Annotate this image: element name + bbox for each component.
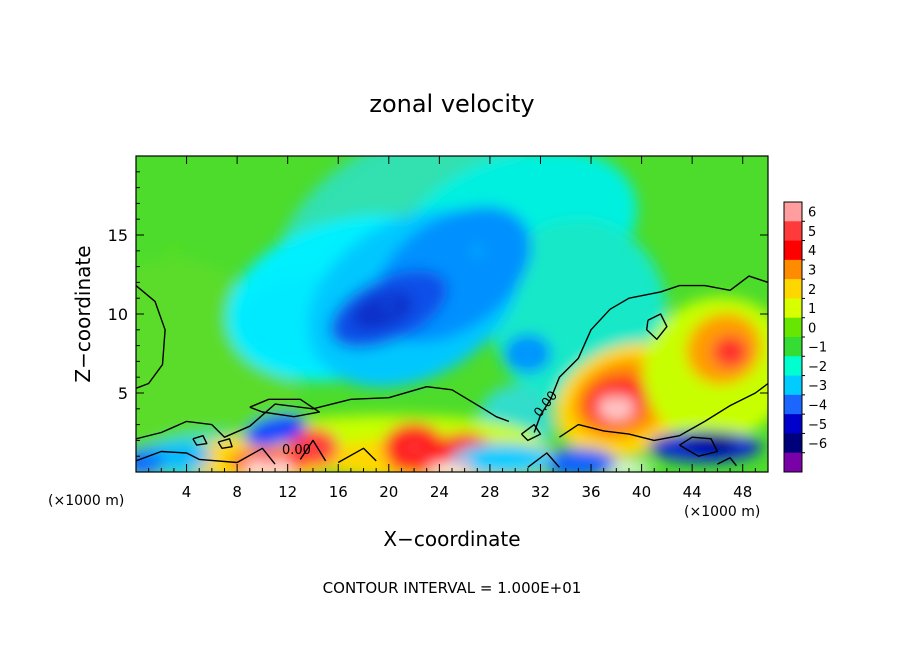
colorbar-label: 1 — [808, 302, 816, 317]
field-minimum — [574, 460, 583, 469]
colorbar-label: 5 — [808, 225, 816, 240]
field-maximum — [610, 394, 623, 407]
field-minimum — [523, 349, 532, 358]
x-tick-label: 16 — [329, 483, 348, 501]
y-axis-label: Z−coordinate — [71, 245, 95, 382]
colorbar-swatch — [784, 221, 802, 241]
colorbar-label: −3 — [808, 379, 827, 394]
velocity-field — [136, 156, 768, 472]
contour-line — [192, 435, 208, 446]
x-unit-left: (×1000 m) — [48, 493, 124, 509]
field-maximum — [408, 442, 421, 455]
colorbar-swatch — [784, 452, 802, 473]
contour-line — [521, 423, 542, 442]
field-minimum — [698, 442, 711, 455]
contour-line — [527, 452, 560, 468]
colorbar-swatch — [784, 375, 802, 396]
plot-area — [136, 156, 768, 472]
colorbar-swatch — [784, 394, 802, 415]
field-patch — [685, 434, 737, 454]
contour-line — [533, 275, 768, 433]
field-minimum — [473, 246, 482, 255]
field-maximum — [458, 458, 471, 471]
colorbar-label: −4 — [808, 399, 827, 414]
colorbar-swatch — [784, 337, 802, 357]
x-tick-label: 28 — [480, 483, 499, 501]
colorbar-label: 6 — [808, 206, 816, 221]
contour-line — [217, 438, 233, 449]
colorbar-label: 4 — [808, 244, 816, 259]
contour-line — [249, 398, 320, 418]
x-tick-label: 24 — [430, 483, 449, 501]
x-tick-label: 48 — [733, 483, 752, 501]
x-tick-label: 12 — [278, 483, 297, 501]
contour-line — [136, 447, 276, 465]
field-maximum — [262, 458, 275, 471]
x-unit-right: (×1000 m) — [684, 504, 760, 520]
field-patch — [598, 394, 635, 420]
contour-line — [136, 386, 510, 440]
x-tick-label: 8 — [232, 483, 242, 501]
y-tick-label: 15 — [108, 226, 128, 245]
colorbar-label: −6 — [808, 437, 827, 452]
x-axis: 4 8 12 16 20 24 28 32 36 40 44 48 — [148, 156, 756, 501]
field-patch — [352, 292, 413, 330]
x-tick-label: 32 — [531, 483, 550, 501]
field-minimum — [384, 302, 393, 311]
x-tick-label: 20 — [379, 483, 398, 501]
contour-line — [717, 457, 737, 467]
colorbar-label: 3 — [808, 264, 816, 279]
contour-line — [299, 439, 327, 462]
x-tick-label: 36 — [581, 483, 600, 501]
colorbar-swatch — [784, 433, 802, 454]
colorbar-swatch — [784, 259, 802, 280]
colorbar-swatch — [784, 202, 802, 222]
contour-line — [679, 436, 719, 457]
field-minimum — [169, 246, 178, 255]
contour-line — [337, 447, 377, 464]
zero-contours — [136, 275, 768, 468]
colorbar-label: −1 — [808, 341, 827, 356]
field-patch — [452, 443, 554, 472]
x-tick-label: 44 — [683, 483, 702, 501]
field-minimum — [271, 428, 280, 437]
field-maximum — [726, 341, 735, 350]
x-axis-label: X−coordinate — [383, 527, 520, 551]
contour-line — [646, 313, 668, 340]
x-tick-label: 40 — [632, 483, 651, 501]
y-axis: 5 10 15 — [108, 171, 768, 457]
colorbar-swatch — [784, 414, 802, 434]
colorbar-label: 0 — [808, 321, 816, 336]
colorbar-swatch — [784, 279, 802, 299]
colorbar: 6 5 4 3 2 1 0 −1 −2 −3 −4 −5 −6 — [783, 201, 827, 473]
y-tick-label: 10 — [108, 305, 128, 324]
colorbar-label: 2 — [808, 283, 816, 298]
colorbar-swatch — [784, 356, 802, 376]
colorbar-swatch — [784, 240, 802, 261]
chart-title: zonal velocity — [369, 90, 534, 118]
colorbar-swatch — [784, 317, 802, 338]
field-patch — [712, 336, 748, 368]
contour-label-1: 0.00 — [282, 443, 311, 458]
contour-interval: CONTOUR INTERVAL = 1.000E+01 — [323, 579, 582, 597]
colorbar-swatch — [784, 298, 802, 319]
contour-line — [136, 285, 166, 389]
contour-line — [559, 382, 768, 442]
colorbar-label: −5 — [808, 418, 827, 433]
y-tick-label: 5 — [118, 384, 128, 403]
x-tick-label: 4 — [182, 483, 192, 501]
colorbar-label: −2 — [808, 360, 827, 375]
